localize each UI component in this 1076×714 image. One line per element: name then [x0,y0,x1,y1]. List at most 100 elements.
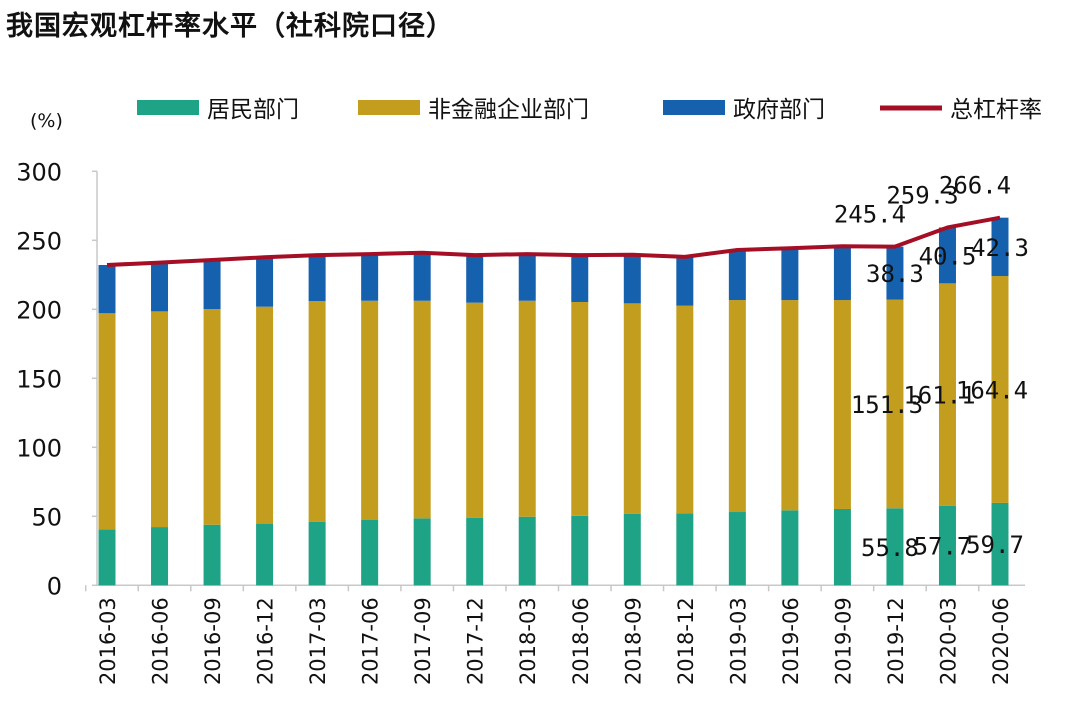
x-tick-label: 2019-12 [884,597,908,685]
x-tick-label: 2019-03 [726,597,750,685]
bar-segment [466,302,484,518]
bar-segment [256,523,274,586]
total-leverage-line [106,215,1001,268]
y-tick-label: 250 [16,227,62,255]
bar-segment [361,300,379,520]
legend-label: 政府部门 [733,97,825,123]
bar-segment [938,227,956,284]
data-label: 40.5 [919,242,977,270]
bar-segment [98,313,116,530]
x-tick-label: 2018-03 [516,597,540,685]
data-label: 38.3 [866,260,924,288]
x-tick-label: 2019-09 [831,597,855,685]
bar-segment [991,502,1009,586]
bar-segment [991,217,1009,277]
data-label: 57.7 [914,532,972,560]
bar-segment [518,516,536,586]
bar-segment [361,519,379,586]
bar-segment [98,265,116,314]
bar-segment [571,515,589,586]
bar-segment [308,521,326,586]
bar-segment [518,300,536,517]
x-tick-label: 2016-03 [96,597,120,685]
y-axis-unit: (%) [30,110,63,132]
y-tick-label: 50 [31,503,62,531]
bar-segment [781,300,799,511]
x-tick-label: 2018-12 [674,597,698,685]
bar-segment [833,508,851,586]
bar-segment [413,300,431,519]
bar-segment [676,256,694,306]
legend-swatch [358,100,420,115]
bar-segment [833,300,851,509]
data-label: 59.7 [966,531,1024,559]
bar-segment [308,301,326,522]
x-tick-label: 2019-06 [779,597,803,685]
data-label: 245.4 [834,201,906,229]
x-tick-label: 2018-06 [569,597,593,685]
legend-label: 总杠杆率 [950,97,1042,123]
x-tick-label: 2017-03 [306,597,330,685]
x-tick-label: 2016-06 [149,597,173,685]
bar-segment [676,305,694,514]
bar-segment [203,309,221,525]
bar-segment [991,276,1009,503]
bar-segment [151,311,169,528]
data-label: 151.3 [851,391,923,419]
y-tick-label: 200 [16,296,62,324]
x-tick-label: 2020-06 [989,597,1013,685]
bar-segment [728,249,746,301]
bar-segment [518,254,536,301]
legend-swatch [663,100,725,115]
bar-segment [466,255,484,303]
bar-segment [938,283,956,506]
bar-segment [571,301,589,516]
data-label: 164.4 [956,376,1028,404]
y-tick-label: 100 [16,434,62,462]
data-label: 266.4 [939,172,1011,200]
x-tick-label: 2016-09 [201,597,225,685]
bar-segment [151,262,169,312]
bar-segment [466,517,484,586]
bar-segment [623,513,641,586]
bar-segment [256,306,274,524]
bar-segment [938,505,956,586]
legend-label: 非金融企业部门 [428,97,589,123]
chart-title: 我国宏观杠杆率水平（社科院口径） [6,11,454,42]
bar-segment [203,260,221,310]
bar-segment [781,248,799,301]
bar-segment [623,254,641,304]
bar-segment [413,518,431,586]
data-label: 161.1 [903,382,975,410]
bar-segment [151,527,169,586]
x-tick-label: 2020-03 [936,597,960,685]
bar-segment [361,254,379,301]
y-tick-label: 0 [47,572,62,600]
legend-swatch [137,100,199,115]
bar-segment [413,252,431,301]
bar-segment [203,524,221,586]
x-tick-label: 2016-12 [254,597,278,685]
bar-segment [728,512,746,586]
bar-segment [886,508,904,586]
bar-segment [571,255,589,302]
data-label: 55.8 [861,534,919,562]
y-tick-label: 300 [16,158,62,186]
x-tick-label: 2017-09 [411,597,435,685]
y-tick-label: 150 [16,365,62,393]
bar-segment [308,255,326,302]
bar-segment [676,513,694,586]
x-tick-label: 2018-09 [621,597,645,685]
bar-segment [886,246,904,300]
x-tick-label: 2017-06 [359,597,383,685]
bar-segment [98,529,116,586]
bar-segment [781,510,799,586]
bar-segment [728,300,746,513]
data-label: 259.3 [886,181,958,209]
legend-label: 居民部门 [207,97,299,123]
x-tick-label: 2017-12 [464,597,488,685]
bar-segment [623,303,641,514]
bar-segment [833,246,851,301]
bar-segment [886,299,904,509]
